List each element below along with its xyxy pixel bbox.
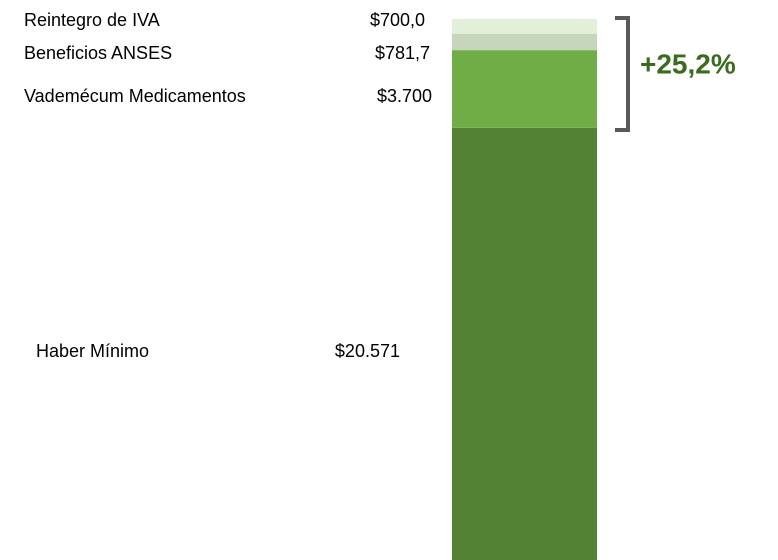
bar-segment — [452, 50, 597, 128]
bracket — [615, 16, 630, 132]
segment-name: Reintegro de IVA — [24, 10, 160, 30]
segment-name: Beneficios ANSES — [24, 43, 172, 63]
bar-segment — [452, 19, 597, 34]
value-label: $20.571 — [335, 341, 400, 361]
segment-name: Vademécum Medicamentos — [24, 86, 246, 106]
annotation: +25,2% — [640, 48, 736, 79]
segment-name: Haber Mínimo — [36, 341, 149, 361]
value-label: $3.700 — [377, 86, 432, 106]
value-label: $781,7 — [375, 43, 430, 63]
value-label: $700,0 — [370, 10, 425, 30]
bar-segment — [452, 127, 597, 560]
bar-segment — [452, 33, 597, 51]
